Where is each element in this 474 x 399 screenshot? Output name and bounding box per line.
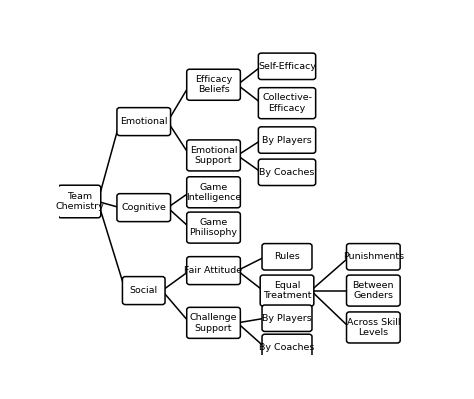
FancyBboxPatch shape — [122, 277, 165, 304]
FancyBboxPatch shape — [262, 334, 312, 361]
FancyBboxPatch shape — [187, 177, 240, 208]
FancyBboxPatch shape — [258, 159, 316, 186]
Text: Team
Chemistry: Team Chemistry — [55, 192, 104, 211]
Text: Cognitive: Cognitive — [121, 203, 166, 212]
Text: By Players: By Players — [262, 314, 312, 323]
FancyBboxPatch shape — [258, 127, 316, 153]
Text: Challenge
Support: Challenge Support — [190, 313, 237, 332]
Text: Emotional: Emotional — [120, 117, 167, 126]
FancyBboxPatch shape — [58, 185, 101, 218]
Text: Rules: Rules — [274, 252, 300, 261]
FancyBboxPatch shape — [262, 243, 312, 270]
Text: Game
Philisophy: Game Philisophy — [190, 218, 237, 237]
Text: By Coaches: By Coaches — [259, 168, 315, 177]
Text: Social: Social — [130, 286, 158, 295]
Text: Equal
Treatment: Equal Treatment — [263, 281, 311, 300]
Text: By Coaches: By Coaches — [259, 343, 315, 352]
FancyBboxPatch shape — [346, 243, 400, 270]
Text: Self-Efficacy: Self-Efficacy — [258, 62, 316, 71]
Text: Emotional
Support: Emotional Support — [190, 146, 237, 165]
Text: Game
Intelligence: Game Intelligence — [186, 183, 241, 202]
FancyBboxPatch shape — [117, 194, 171, 221]
FancyBboxPatch shape — [187, 307, 240, 338]
Text: Efficacy
Beliefs: Efficacy Beliefs — [195, 75, 232, 95]
FancyBboxPatch shape — [187, 257, 240, 284]
Text: By Players: By Players — [262, 136, 312, 144]
FancyBboxPatch shape — [187, 140, 240, 171]
FancyBboxPatch shape — [262, 305, 312, 332]
FancyBboxPatch shape — [346, 275, 400, 306]
FancyBboxPatch shape — [258, 53, 316, 79]
FancyBboxPatch shape — [117, 108, 171, 136]
FancyBboxPatch shape — [187, 69, 240, 100]
Text: Between
Genders: Between Genders — [353, 281, 394, 300]
Text: Across Skill
Levels: Across Skill Levels — [346, 318, 400, 337]
FancyBboxPatch shape — [187, 212, 240, 243]
Text: Collective-
Efficacy: Collective- Efficacy — [262, 93, 312, 113]
FancyBboxPatch shape — [260, 275, 314, 306]
FancyBboxPatch shape — [346, 312, 400, 343]
Text: Fair Attitude: Fair Attitude — [184, 266, 243, 275]
FancyBboxPatch shape — [258, 88, 316, 119]
Text: Punishments: Punishments — [343, 252, 404, 261]
